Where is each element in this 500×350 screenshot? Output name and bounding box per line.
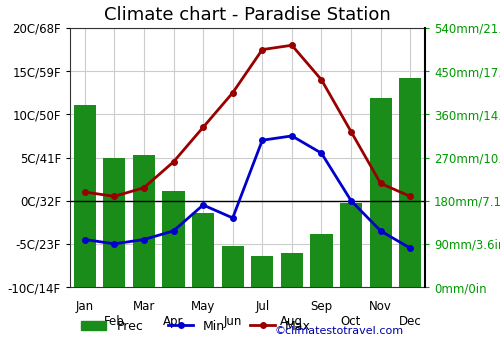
Bar <box>340 203 362 287</box>
Bar <box>251 256 274 287</box>
Bar <box>104 158 126 287</box>
Bar <box>192 213 214 287</box>
Text: Feb: Feb <box>104 315 125 328</box>
Bar <box>399 78 421 287</box>
Text: Jun: Jun <box>224 315 242 328</box>
Text: ©climatestotravel.com: ©climatestotravel.com <box>275 326 404 336</box>
Text: Dec: Dec <box>399 315 421 328</box>
Title: Climate chart - Paradise Station: Climate chart - Paradise Station <box>104 6 391 24</box>
Bar <box>133 155 155 287</box>
Bar <box>310 234 332 287</box>
Legend: Prec, Min, Max: Prec, Min, Max <box>76 315 316 338</box>
Text: Aug: Aug <box>280 315 303 328</box>
Bar <box>281 253 303 287</box>
Bar <box>74 105 96 287</box>
Text: Oct: Oct <box>341 315 361 328</box>
Text: Nov: Nov <box>369 300 392 313</box>
Text: Jan: Jan <box>76 300 94 313</box>
Bar <box>222 246 244 287</box>
Text: Mar: Mar <box>133 300 155 313</box>
Text: Apr: Apr <box>164 315 184 328</box>
Text: Sep: Sep <box>310 300 332 313</box>
Bar <box>162 191 184 287</box>
Bar <box>370 98 392 287</box>
Text: May: May <box>191 300 216 313</box>
Text: Jul: Jul <box>255 300 270 313</box>
